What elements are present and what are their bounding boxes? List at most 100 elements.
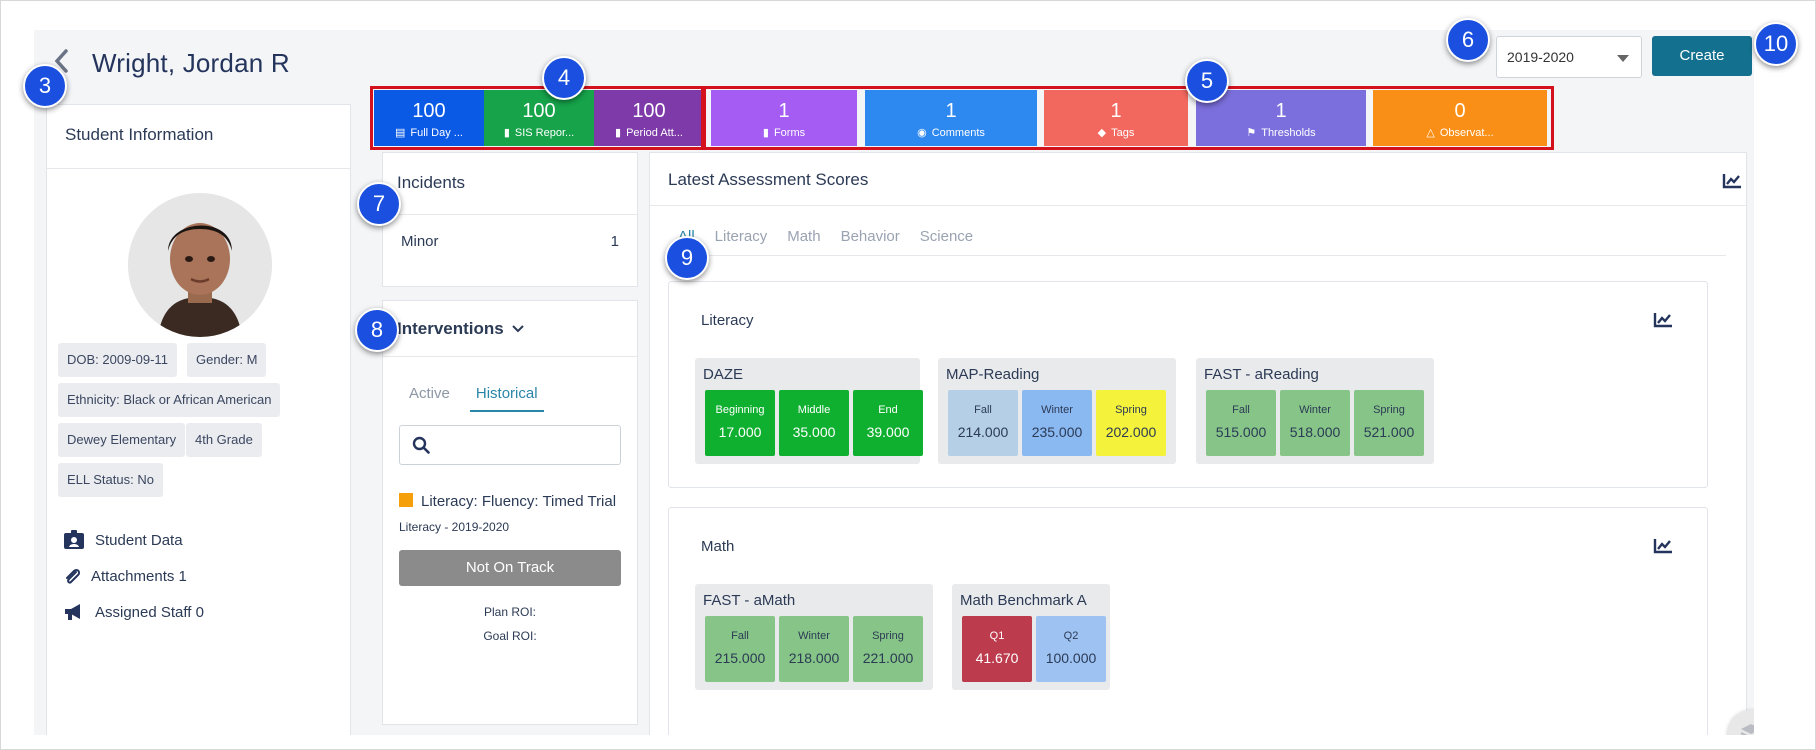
student-information-title: Student Information: [47, 105, 350, 169]
student-name: Wright, Jordan R: [92, 48, 290, 78]
score-value: 518.000: [1289, 424, 1341, 440]
app-frame: Wright, Jordan R 2019-2020 Create Studen…: [34, 30, 1754, 735]
status-badge: Not On Track: [399, 550, 621, 586]
highlight-box-attendance: [370, 86, 704, 150]
clipboard-icon: ▮: [503, 127, 510, 139]
tab-historical[interactable]: Historical: [469, 385, 544, 412]
stat-observations[interactable]: 0 △ Observat...: [1373, 90, 1547, 146]
assigned-staff-link[interactable]: Assigned Staff 0: [63, 601, 204, 623]
score-cell[interactable]: Spring 202.000: [1096, 390, 1166, 456]
stat-label: Full Day ...: [410, 126, 463, 139]
chevron-down-icon: [1617, 55, 1629, 62]
score-cell[interactable]: Beginning 17.000: [705, 390, 775, 456]
score-value: 39.000: [866, 424, 910, 440]
score-value: 214.000: [957, 424, 1009, 440]
stat-value: 1: [1275, 100, 1287, 122]
school-year-select[interactable]: 2019-2020: [1496, 36, 1642, 78]
line-chart-icon[interactable]: [1722, 173, 1742, 189]
interventions-header[interactable]: Interventions: [383, 301, 637, 357]
tab-literacy[interactable]: Literacy: [714, 228, 768, 245]
score-cell[interactable]: Middle 35.000: [779, 390, 849, 456]
tab-math[interactable]: Math: [787, 228, 821, 245]
assigned-staff-label: Assigned Staff 0: [95, 603, 204, 621]
score-cell[interactable]: Q2 100.000: [1036, 616, 1106, 682]
stat-sis-report[interactable]: 100 ▮ SIS Repor...: [484, 90, 594, 146]
tab-active[interactable]: Active: [409, 385, 450, 402]
score-period: Beginning: [715, 404, 765, 416]
student-avatar: [128, 193, 272, 337]
score-cell[interactable]: Fall 515.000: [1206, 390, 1276, 456]
stat-value: 1: [945, 100, 957, 122]
literacy-section: Literacy DAZE Beginning 17.000 Middle 35.00…: [668, 281, 1708, 488]
attachments-link[interactable]: Attachments 1: [63, 565, 187, 587]
stat-tags[interactable]: 1 ◆ Tags: [1044, 90, 1188, 146]
stat-value: 1: [778, 100, 790, 122]
student-data-link[interactable]: Student Data: [63, 529, 183, 551]
stat-label: Period Att...: [626, 126, 683, 139]
score-period: Fall: [1232, 404, 1250, 416]
score-cell[interactable]: Q1 41.670: [962, 616, 1032, 682]
school-year-value: 2019-2020: [1507, 49, 1574, 65]
score-cell[interactable]: Spring 221.000: [853, 616, 923, 682]
assessment-title: Latest Assessment Scores: [650, 153, 1746, 206]
latest-assessment-scores-panel: Latest Assessment Scores All Literacy Ma…: [649, 152, 1747, 735]
stat-comments[interactable]: 1 ◉ Comments: [865, 90, 1037, 146]
line-chart-icon[interactable]: [1653, 312, 1673, 328]
assessment-group: FAST - aMath Fall 215.000 Winter 218.000 Spr…: [695, 584, 933, 690]
student-data-label: Student Data: [95, 531, 183, 549]
callout-marker: 7: [357, 182, 401, 226]
flag-icon: ⚑: [1246, 127, 1257, 139]
summary-stats-bar: 100 ▤ Full Day ... 100 ▮ SIS Repor... 100 …: [370, 86, 1584, 150]
callout-marker: 3: [23, 64, 67, 108]
score-period: Winter: [1299, 404, 1331, 416]
paperclip-icon: [66, 568, 81, 584]
intervention-subtitle: Literacy - 2019-2020: [399, 520, 510, 534]
score-cell[interactable]: Fall 215.000: [705, 616, 775, 682]
tab-behavior[interactable]: Behavior: [840, 228, 900, 245]
score-period: Winter: [1041, 404, 1073, 416]
score-value: 221.000: [862, 650, 914, 666]
score-cell[interactable]: Fall 214.000: [948, 390, 1018, 456]
stat-label: Thresholds: [1261, 126, 1316, 139]
score-cell[interactable]: Spring 521.000: [1354, 390, 1424, 456]
score-value: 235.000: [1031, 424, 1083, 440]
create-button[interactable]: Create: [1652, 36, 1752, 76]
score-cell[interactable]: End 39.000: [853, 390, 923, 456]
stat-value: 100: [522, 100, 556, 122]
stat-full-day-attendance[interactable]: 100 ▤ Full Day ...: [374, 90, 484, 146]
tags-icon: ◆: [1097, 127, 1107, 139]
back-arrow-icon[interactable]: [52, 48, 72, 74]
clipboard-icon: ▮: [615, 127, 622, 139]
student-information-panel: Student Information DOB: 2009-09-11 Gend…: [46, 104, 351, 735]
incident-row[interactable]: Minor 1: [383, 215, 637, 268]
score-period: Fall: [974, 404, 992, 416]
intervention-item[interactable]: Literacy: Fluency: Timed Trial Literacy …: [399, 493, 629, 534]
id-card-icon: [64, 530, 84, 549]
score-cell[interactable]: Winter 518.000: [1280, 390, 1350, 456]
tab-science[interactable]: Science: [919, 228, 974, 245]
highlight-box-records: [703, 86, 1554, 150]
stat-thresholds[interactable]: 1 ⚑ Thresholds: [1196, 90, 1366, 146]
layers-button[interactable]: [1728, 710, 1754, 735]
stat-period-attendance[interactable]: 100 ▮ Period Att...: [594, 90, 704, 146]
assessment-tabs: All Literacy Math Behavior Science: [668, 228, 983, 257]
incident-type: Minor: [401, 233, 439, 250]
intervention-title: Literacy: Fluency: Timed Trial: [421, 493, 617, 510]
gender-chip: Gender: M: [187, 343, 267, 377]
stat-label: SIS Repor...: [514, 126, 575, 139]
intervention-tabs: Active Historical: [403, 385, 544, 412]
score-value: 218.000: [788, 650, 840, 666]
score-cell[interactable]: Winter 235.000: [1022, 390, 1092, 456]
interventions-panel: Interventions Active Historical Literacy…: [382, 300, 638, 725]
line-chart-icon[interactable]: [1653, 538, 1673, 554]
search-icon: [412, 436, 430, 454]
stat-forms[interactable]: 1 ▮ Forms: [711, 90, 857, 146]
stat-value: 1: [1110, 100, 1122, 122]
clipboard-icon: ▮: [762, 127, 769, 139]
assessment-group: MAP-Reading Fall 214.000 Winter 235.000 Spri…: [938, 358, 1176, 464]
dob-chip: DOB: 2009-09-11: [58, 343, 177, 377]
callout-marker: 9: [665, 236, 709, 280]
stat-value: 100: [632, 100, 666, 122]
score-cell[interactable]: Winter 218.000: [779, 616, 849, 682]
intervention-search-input[interactable]: [399, 425, 621, 465]
